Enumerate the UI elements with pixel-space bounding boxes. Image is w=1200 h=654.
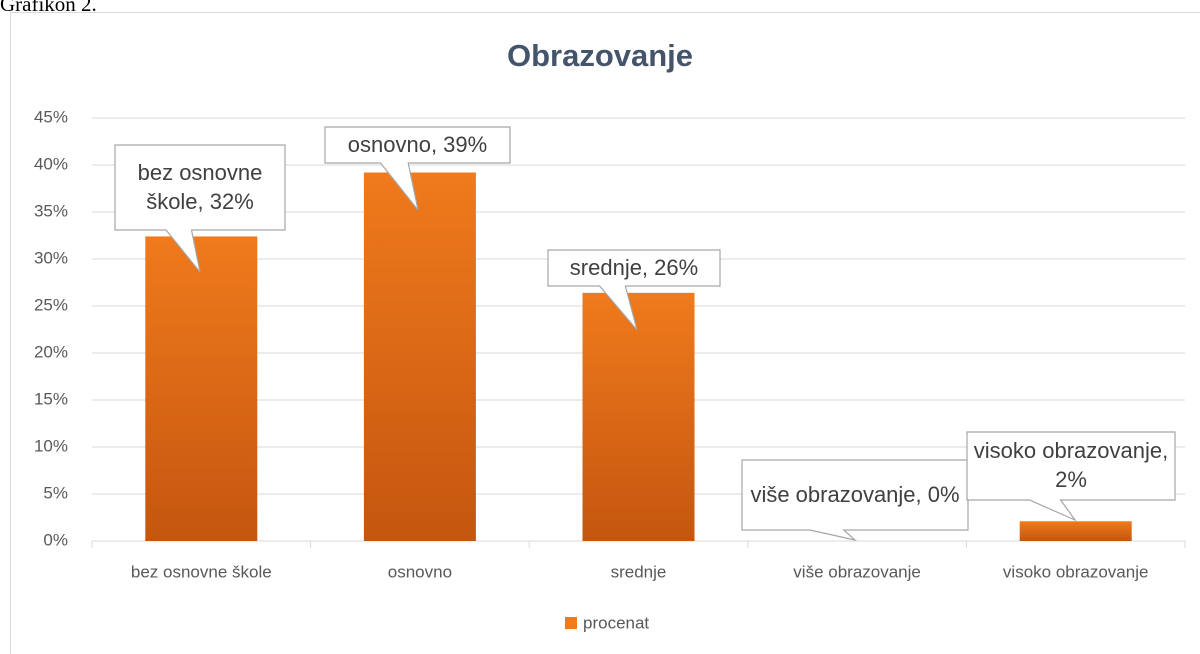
y-tick-label: 30% — [34, 248, 68, 267]
y-tick-label: 0% — [43, 530, 68, 549]
y-tick-label: 10% — [34, 436, 68, 455]
y-tick-label: 5% — [43, 483, 68, 502]
x-tick-label: visoko obrazovanje — [1003, 562, 1149, 581]
bar — [582, 292, 695, 541]
callout-shape — [966, 431, 1176, 522]
y-tick-label: 15% — [34, 389, 68, 408]
x-tick-label: više obrazovanje — [793, 562, 921, 581]
data-label: osnovno, 39% — [347, 131, 488, 157]
y-tick-label: 25% — [34, 295, 68, 314]
legend-swatch — [565, 617, 577, 629]
callout-shape — [114, 144, 286, 273]
x-tick-label: osnovno — [388, 562, 452, 581]
y-tick-label: 35% — [34, 201, 68, 220]
bar — [145, 236, 258, 541]
x-tick-label: bez osnovne škole — [131, 562, 272, 581]
y-tick-label: 40% — [34, 154, 68, 173]
data-label: visoko obrazovanje, 2% — [973, 438, 1169, 492]
callout-shape — [324, 126, 511, 211]
bar — [1019, 521, 1132, 541]
y-tick-label: 20% — [34, 342, 68, 361]
data-label: srednje, 26% — [569, 254, 699, 280]
legend-label: procenat — [583, 613, 649, 632]
y-tick-label: 45% — [34, 107, 68, 126]
chart-title: Obrazovanje — [507, 38, 693, 73]
data-label: više obrazovanje, 0% — [750, 481, 960, 507]
callout-shape — [547, 249, 721, 331]
bar — [363, 172, 476, 541]
data-label: bez osnovne škole, 32% — [137, 159, 263, 214]
x-tick-label: srednje — [611, 562, 667, 581]
